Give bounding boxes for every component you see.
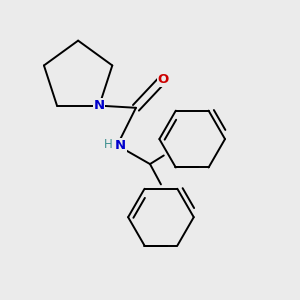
Text: N: N: [94, 99, 105, 112]
Text: H: H: [104, 138, 113, 151]
Text: N: N: [115, 139, 126, 152]
Text: O: O: [158, 73, 169, 86]
